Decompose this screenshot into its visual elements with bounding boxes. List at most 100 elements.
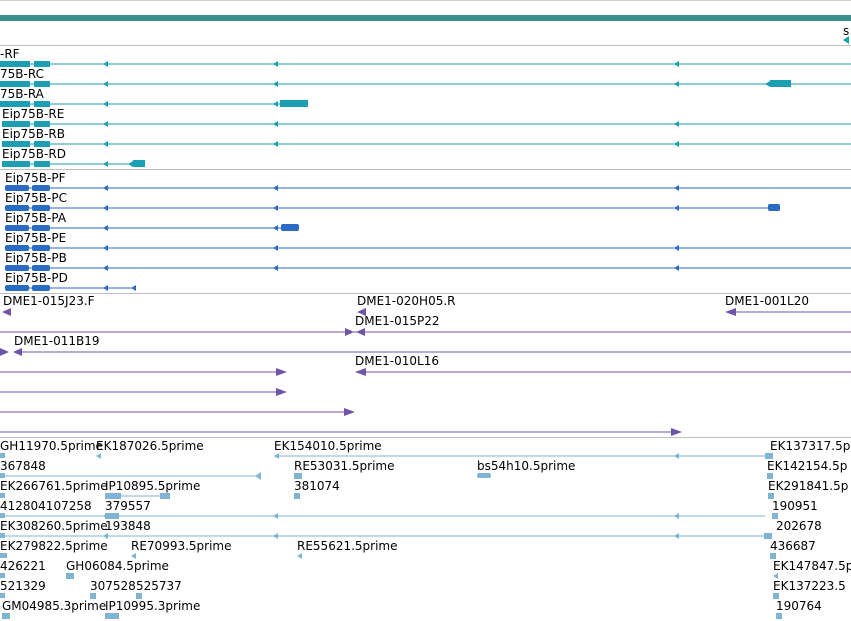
clone-feature[interactable] xyxy=(0,368,287,376)
est-feature[interactable]: EK291841.5p xyxy=(768,479,848,499)
protein-label: Eip75B-PB xyxy=(5,251,67,265)
est-feature[interactable]: EK266761.5prime xyxy=(0,479,108,498)
clone-feature[interactable]: DME1-020H05.R xyxy=(357,294,456,316)
est-feature[interactable] xyxy=(0,513,765,519)
transcript-rc[interactable]: 75B-RC xyxy=(0,67,851,87)
exon xyxy=(770,80,791,87)
protein-label: Eip75B-PC xyxy=(5,191,67,205)
est-feature[interactable]: EK187026.5prime xyxy=(96,439,204,459)
protein-pd[interactable]: Eip75B-PD xyxy=(5,271,136,291)
est-track: GH11970.5prime EK187026.5prime EK154010.… xyxy=(0,439,851,619)
transcript-rd[interactable]: Eip75B-RD xyxy=(2,147,145,167)
clone-feature[interactable] xyxy=(0,408,355,416)
protein-label: Eip75B-PD xyxy=(5,271,68,285)
clone-feature[interactable]: DME1-001L20 xyxy=(725,294,851,316)
est-feature[interactable]: 412804107258 xyxy=(0,499,92,518)
est-label: 190764 xyxy=(776,599,822,613)
transcript-label: Eip75B-RE xyxy=(2,107,64,121)
est-feature[interactable]: EK279822.5prime xyxy=(0,539,108,558)
est-feature[interactable]: EK137223.5 xyxy=(773,579,846,599)
transcript-label: Eip75B-RD xyxy=(2,147,66,161)
est-feature[interactable] xyxy=(0,472,261,480)
est-feature[interactable]: EK137317.5p xyxy=(770,439,850,453)
est-feature[interactable]: GM04985.3prime xyxy=(2,599,106,619)
est-label: EK291841.5p xyxy=(768,479,848,493)
est-label: bs54h10.5prime xyxy=(477,459,575,473)
est-label: EK147847.5p xyxy=(773,559,851,573)
est-feature[interactable]: EK142154.5p xyxy=(767,459,847,479)
est-feature[interactable]: 202678 xyxy=(776,519,822,533)
est-label: 367848 xyxy=(0,459,46,473)
est-label: 436687 xyxy=(770,539,816,553)
scale-label: s xyxy=(843,24,849,38)
transcript-re[interactable]: Eip75B-RE xyxy=(2,107,851,127)
est-feature[interactable]: RE70993.5prime xyxy=(131,539,232,559)
protein-label: Eip75B-PF xyxy=(5,171,66,185)
est-feature[interactable]: 190764 xyxy=(776,599,822,619)
est-label: RE55621.5prime xyxy=(297,539,398,553)
est-feature[interactable]: bs54h10.5prime xyxy=(477,459,575,478)
est-label: 521329 xyxy=(0,579,46,593)
protein-pe[interactable]: Eip75B-PE xyxy=(5,231,851,251)
transcript-label: 75B-RC xyxy=(0,67,44,81)
exon xyxy=(34,141,50,147)
est-feature[interactable]: 307528 xyxy=(90,579,136,599)
est-feature[interactable]: GH11970.5prime xyxy=(0,439,103,458)
clone-feature[interactable]: DME1-010L16 xyxy=(355,354,851,376)
est-feature[interactable]: 381074 xyxy=(294,479,340,499)
est-feature[interactable]: GH06084.5prime xyxy=(66,559,169,579)
est-label: 412804107258 xyxy=(0,499,92,513)
protein-pb[interactable]: Eip75B-PB xyxy=(5,251,851,271)
est-feature[interactable]: RE53031.5prime xyxy=(294,459,395,479)
exon xyxy=(0,61,30,67)
est-feature[interactable] xyxy=(0,533,772,539)
transcript-label: -RF xyxy=(0,47,20,61)
est-label: 202678 xyxy=(776,519,822,533)
est-feature[interactable]: 190951 xyxy=(772,499,818,519)
est-label: RE70993.5prime xyxy=(131,539,232,553)
protein-pc[interactable]: Eip75B-PC xyxy=(5,191,780,211)
clone-feature[interactable]: DME1-015J23.F xyxy=(2,294,95,316)
clone-label: DME1-011B19 xyxy=(14,334,100,348)
exon xyxy=(0,81,30,87)
est-feature[interactable]: 193848 xyxy=(105,519,151,533)
est-feature[interactable]: 436687 xyxy=(770,539,816,559)
exon xyxy=(133,160,145,167)
protein-pf[interactable]: Eip75B-PF xyxy=(5,171,851,191)
est-feature[interactable]: 367848 xyxy=(0,459,46,478)
est-label: 426221 xyxy=(0,559,46,573)
exon xyxy=(34,101,50,107)
est-label: 525737 xyxy=(136,579,182,593)
exon xyxy=(34,81,50,87)
est-feature[interactable]: EK308260.5prime xyxy=(0,519,108,538)
est-label: EK142154.5p xyxy=(767,459,847,473)
transcript-rf[interactable]: -RF xyxy=(0,47,851,67)
est-label: 190951 xyxy=(772,499,818,513)
clone-feature[interactable]: DME1-015P22 xyxy=(0,314,851,336)
exon xyxy=(0,101,30,107)
est-feature[interactable]: EK154010.5prime xyxy=(274,439,773,459)
est-feature[interactable]: IP10895.5prime xyxy=(105,479,200,499)
protein-pa[interactable]: Eip75B-PA xyxy=(5,211,299,231)
est-label: GM04985.3prime xyxy=(2,599,106,613)
clone-feature[interactable]: DME1-011B19 xyxy=(0,334,851,356)
est-feature[interactable]: EK147847.5p xyxy=(773,559,851,579)
exon xyxy=(2,161,30,167)
est-feature[interactable]: 426221 xyxy=(0,559,46,578)
est-label: EK279822.5prime xyxy=(0,539,108,553)
protein-label: Eip75B-PA xyxy=(5,211,67,225)
transcript-rb[interactable]: Eip75B-RB xyxy=(2,127,851,147)
clone-label: DME1-020H05.R xyxy=(357,294,456,308)
est-feature[interactable]: RE55621.5prime xyxy=(297,539,398,559)
clone-feature[interactable] xyxy=(0,428,682,436)
transcript-ra[interactable]: 75B-RA xyxy=(0,87,308,107)
clone-feature[interactable] xyxy=(0,388,287,396)
est-label: EK137223.5 xyxy=(773,579,846,593)
est-feature[interactable]: 525737 xyxy=(136,579,182,599)
protein-label: Eip75B-PE xyxy=(5,231,66,245)
est-feature[interactable]: 521329 xyxy=(0,579,46,598)
est-label: GH06084.5prime xyxy=(66,559,169,573)
exon xyxy=(34,161,50,167)
est-feature[interactable]: IP10995.3prime xyxy=(105,599,200,619)
